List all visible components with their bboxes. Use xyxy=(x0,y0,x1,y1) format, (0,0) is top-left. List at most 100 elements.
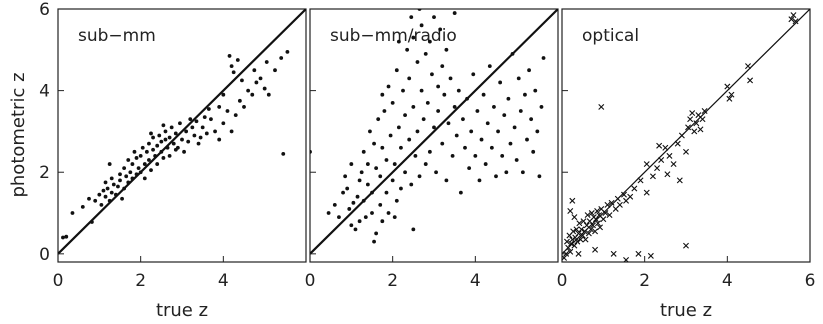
data-point xyxy=(370,190,374,195)
data-point xyxy=(70,211,75,215)
data-point xyxy=(337,215,341,220)
data-point xyxy=(463,145,467,150)
data-point xyxy=(229,129,234,134)
x-tick-label: 4 xyxy=(218,271,229,291)
y-tick-label: 6 xyxy=(39,0,50,20)
data-point xyxy=(442,92,447,97)
data-point xyxy=(386,211,391,215)
data-point xyxy=(577,236,584,243)
data-point xyxy=(390,100,395,105)
data-point xyxy=(161,156,166,160)
data-point xyxy=(465,96,469,101)
data-point xyxy=(683,148,689,155)
data-point xyxy=(407,137,412,142)
data-point xyxy=(206,107,211,111)
data-point xyxy=(394,68,399,73)
data-point xyxy=(368,129,372,134)
data-point xyxy=(450,154,455,158)
data-point xyxy=(64,234,69,239)
data-point xyxy=(571,242,578,249)
data-point xyxy=(109,176,114,181)
y-axis-label: photometric z xyxy=(8,72,29,197)
data-point xyxy=(637,177,644,184)
data-point xyxy=(403,170,407,175)
data-point xyxy=(693,120,700,127)
data-point xyxy=(623,256,630,262)
data-point xyxy=(533,88,538,93)
data-point xyxy=(209,117,213,122)
data-point xyxy=(122,166,127,171)
data-point xyxy=(419,23,424,28)
data-point xyxy=(363,215,368,220)
data-point xyxy=(246,88,251,93)
data-point xyxy=(355,194,360,199)
data-point xyxy=(262,86,267,91)
data-point xyxy=(790,12,797,19)
data-point xyxy=(97,192,102,197)
data-point xyxy=(699,116,706,123)
data-point xyxy=(237,98,242,103)
data-point xyxy=(198,135,203,140)
data-point xyxy=(582,236,589,243)
data-point xyxy=(384,190,389,195)
data-point xyxy=(685,124,692,131)
data-point xyxy=(120,196,124,201)
data-point xyxy=(489,145,494,150)
data-point xyxy=(627,193,634,200)
data-point xyxy=(440,141,445,146)
data-point xyxy=(155,143,160,148)
data-point xyxy=(427,39,432,44)
data-point xyxy=(202,115,207,120)
data-point xyxy=(396,39,401,44)
one-to-one-line xyxy=(562,9,810,255)
data-point xyxy=(701,108,708,115)
data-point xyxy=(378,202,383,207)
data-point xyxy=(401,88,405,93)
data-point xyxy=(188,117,193,122)
data-point xyxy=(376,117,381,122)
data-point xyxy=(347,207,352,211)
data-point xyxy=(103,194,108,199)
data-point xyxy=(643,161,650,168)
data-point xyxy=(448,76,453,81)
data-point xyxy=(616,201,623,208)
data-point xyxy=(107,198,112,203)
data-point xyxy=(508,141,513,146)
data-point xyxy=(132,149,137,154)
data-point xyxy=(136,166,141,171)
data-point xyxy=(411,227,416,232)
data-point xyxy=(687,116,694,123)
data-point xyxy=(436,84,441,89)
data-point xyxy=(111,182,116,187)
data-point xyxy=(568,240,575,247)
data-point xyxy=(264,60,269,64)
data-point xyxy=(571,214,578,221)
data-point xyxy=(563,238,570,245)
data-point xyxy=(438,27,443,32)
data-point xyxy=(240,78,244,83)
data-point xyxy=(444,47,449,52)
data-point xyxy=(485,121,490,126)
data-point xyxy=(427,149,432,154)
data-point xyxy=(479,137,484,142)
x-tick-label: 6 xyxy=(805,271,816,291)
x-tick-label: 4 xyxy=(470,271,481,291)
data-point xyxy=(192,133,197,138)
data-point xyxy=(167,135,172,140)
data-point xyxy=(567,248,574,255)
data-point xyxy=(374,166,379,171)
data-point xyxy=(392,215,397,220)
data-point xyxy=(417,174,422,179)
data-point xyxy=(213,129,217,134)
data-point xyxy=(621,191,627,198)
data-point xyxy=(658,156,665,163)
data-point xyxy=(103,180,108,185)
data-point xyxy=(382,109,387,113)
data-point xyxy=(266,92,271,97)
data-point xyxy=(792,18,799,25)
data-point xyxy=(649,173,656,180)
x-tick-label: 4 xyxy=(722,271,733,291)
data-point xyxy=(190,125,195,130)
data-point xyxy=(529,117,534,122)
